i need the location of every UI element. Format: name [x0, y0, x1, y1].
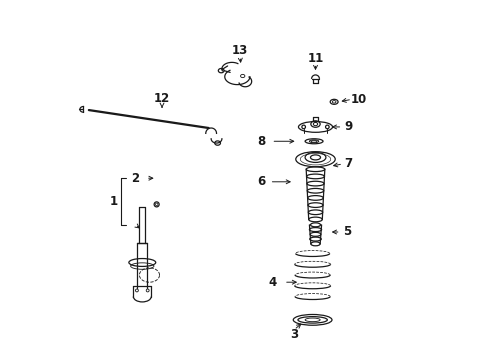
Text: 4: 4	[268, 276, 276, 289]
Text: 11: 11	[307, 51, 323, 64]
Text: 1: 1	[109, 195, 118, 208]
Text: 5: 5	[342, 225, 350, 238]
Text: 7: 7	[344, 157, 352, 170]
Text: 2: 2	[131, 172, 139, 185]
Text: 12: 12	[154, 92, 170, 105]
Text: 6: 6	[257, 175, 265, 188]
Text: 8: 8	[257, 135, 265, 148]
Text: 13: 13	[232, 44, 248, 57]
Text: 10: 10	[350, 93, 366, 106]
Text: 3: 3	[289, 328, 298, 341]
Text: 9: 9	[344, 121, 352, 134]
